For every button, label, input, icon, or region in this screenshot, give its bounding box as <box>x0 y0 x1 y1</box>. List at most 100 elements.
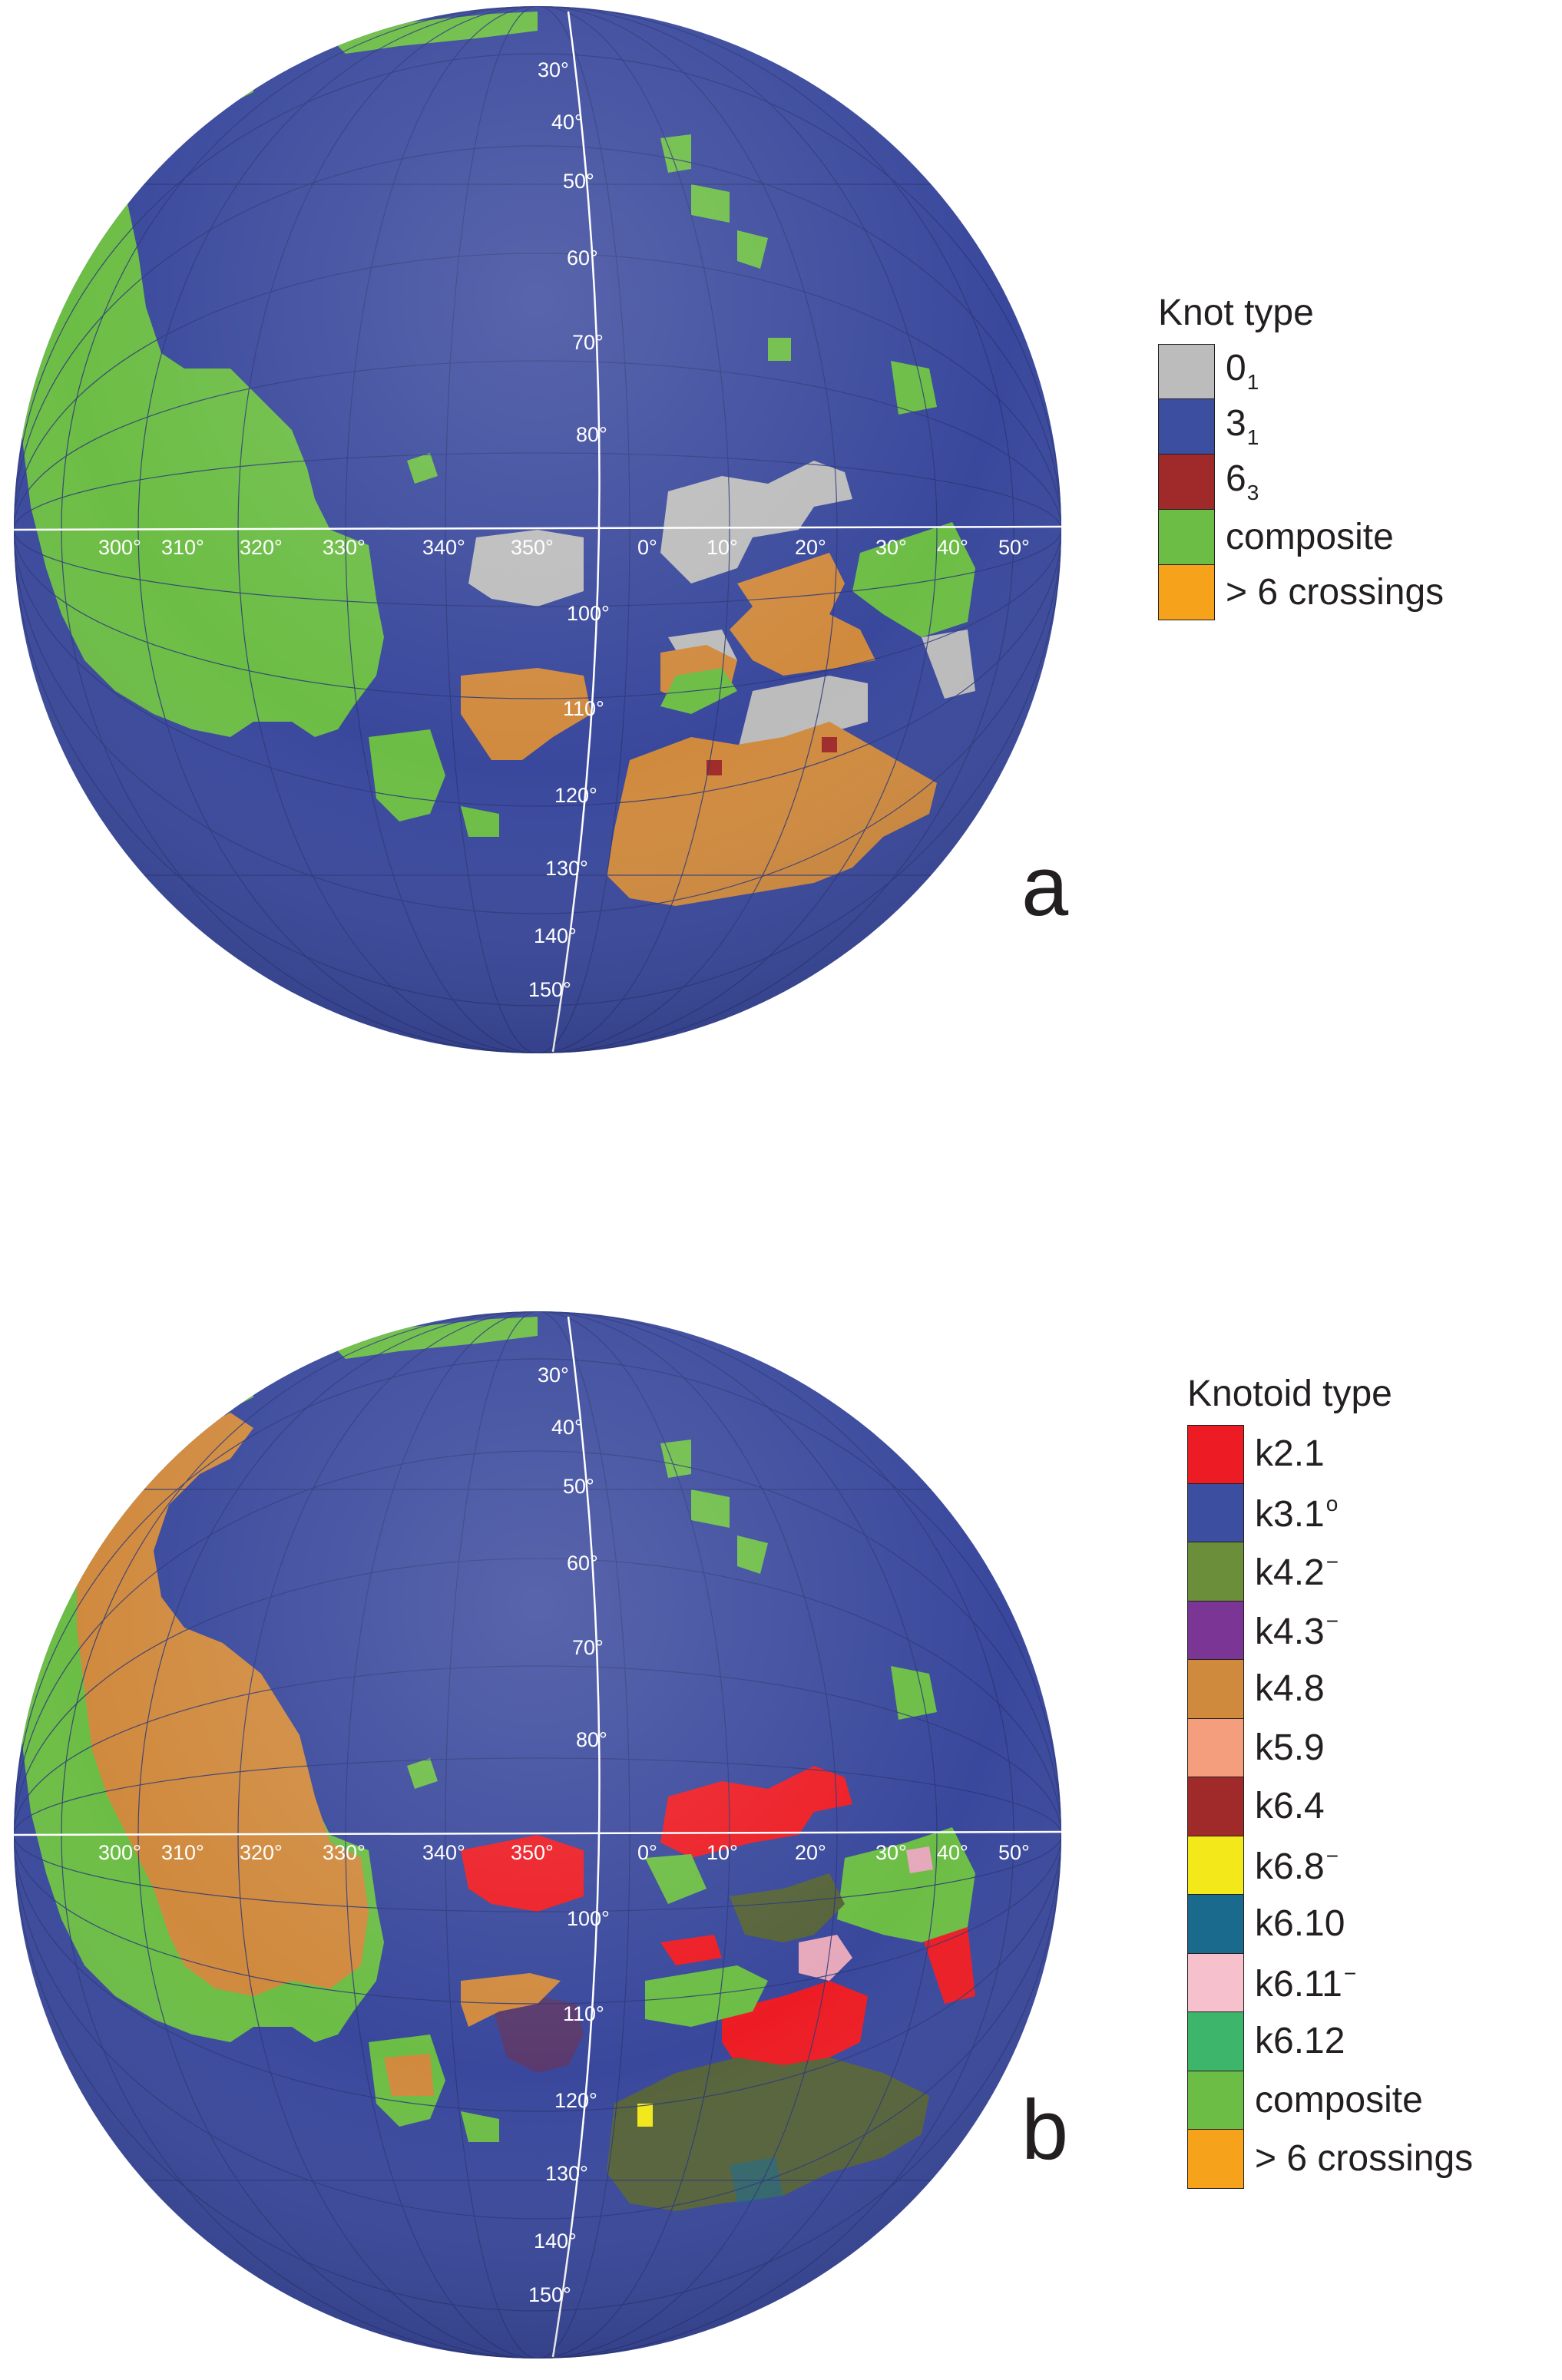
legend-swatch <box>1187 1718 1244 1777</box>
legend-label: k6.11− <box>1255 1961 1357 2005</box>
knotoid-type-globe: 30° 40° 50° 60° 70° 80° 100° 110° 120° 1… <box>0 1305 1075 2380</box>
legend-label: composite <box>1255 2079 1423 2121</box>
legend-label-superscript: − <box>1325 1843 1339 1868</box>
legend-rows: 01 31 63 composite > 6 crossings <box>1158 344 1444 620</box>
lat-label: 40° <box>551 1416 583 1439</box>
lat-label: 150° <box>528 2283 571 2306</box>
legend-label-main: k5.9 <box>1255 1727 1325 1768</box>
legend-swatch <box>1187 1836 1244 1895</box>
lon-label: 350° <box>511 1841 554 1864</box>
legend-label-main: > 6 crossings <box>1255 2138 1474 2180</box>
lon-label: 50° <box>998 536 1030 559</box>
legend-swatch <box>1187 1483 1244 1542</box>
legend-label: > 6 crossings <box>1226 574 1444 611</box>
lon-label: 330° <box>323 536 366 559</box>
legend-label: k2.1 <box>1255 1436 1325 1473</box>
legend-swatch <box>1187 2130 1244 2189</box>
legend-item: k4.8 <box>1187 1660 1473 1719</box>
legend-label-subscript: 1 <box>1246 425 1259 449</box>
lon-label: 40° <box>937 1841 968 1864</box>
lon-label: 320° <box>240 536 283 559</box>
legend-item: k4.3− <box>1187 1601 1473 1660</box>
legend-rows: k2.1 k3.1o k4.2− k4.3− k4.8 k5.9 k6.4 k6.8− k6.1… <box>1187 1425 1473 2189</box>
knot-type-legend: Knot type 01 31 63 composite > 6 crossings <box>1158 290 1444 620</box>
lat-label: 30° <box>538 58 569 81</box>
lon-label: 310° <box>161 1841 204 1864</box>
legend-swatch <box>1187 1953 1244 2012</box>
legend-label-main: k6.4 <box>1255 1786 1325 1827</box>
legend-label-main: k4.8 <box>1255 1668 1325 1710</box>
legend-label: k5.9 <box>1255 1727 1325 1768</box>
legend-item: 31 <box>1158 399 1444 455</box>
lon-label: 300° <box>98 536 141 559</box>
legend-swatch <box>1187 2012 1244 2071</box>
knotoid-type-legend: Knotoid type k2.1 k3.1o k4.2− k4.3− k4.8 k5.9… <box>1187 1371 1473 2189</box>
lat-label: 60° <box>567 246 598 269</box>
legend-label-main: 0 <box>1226 348 1246 388</box>
legend-item: k4.2− <box>1187 1542 1473 1602</box>
lon-label: 350° <box>511 536 554 559</box>
legend-swatch <box>1187 1660 1244 1719</box>
lon-label: 30° <box>875 1841 907 1864</box>
lat-label: 110° <box>563 697 604 720</box>
legend-item: 01 <box>1158 344 1444 399</box>
legend-label-superscript: − <box>1343 1961 1357 1985</box>
globe-svg: 30° 40° 50° 60° 70° 80° 100° 110° 120° 1… <box>14 1311 1061 2359</box>
lon-label: 20° <box>795 1841 826 1864</box>
legend-label-main: k6.12 <box>1255 2021 1345 2062</box>
legend-swatch <box>1158 510 1215 565</box>
globe-svg: 30° 40° 50° 60° 70° 80° 100° 110° 120° 1… <box>14 6 1061 1053</box>
lat-label: 50° <box>563 1475 594 1498</box>
lat-label: 120° <box>554 784 597 807</box>
lat-label: 140° <box>534 924 577 947</box>
legend-item: k6.12 <box>1187 2012 1473 2071</box>
legend-label-main: k4.3 <box>1255 1611 1325 1652</box>
legend-label-superscript: o <box>1325 1491 1339 1516</box>
panel-letter-b: b <box>1021 2083 1069 2177</box>
lat-label: 50° <box>563 170 594 193</box>
lon-label: 340° <box>422 1841 465 1864</box>
legend-swatch <box>1158 399 1215 455</box>
legend-label: > 6 crossings <box>1255 2140 1473 2177</box>
lat-label: 110° <box>563 2002 604 2025</box>
legend-label-subscript: 1 <box>1246 370 1259 394</box>
legend-label-main: 3 <box>1226 403 1246 444</box>
lat-label: 130° <box>545 2162 588 2185</box>
legend-swatch <box>1187 1895 1244 1954</box>
legend-item: k2.1 <box>1187 1425 1473 1484</box>
legend-swatch <box>1158 565 1215 620</box>
legend-swatch <box>1158 455 1215 510</box>
legend-label: k4.8 <box>1255 1671 1325 1707</box>
legend-item: > 6 crossings <box>1187 2130 1473 2189</box>
legend-item: composite <box>1187 2071 1473 2130</box>
legend-label: k4.2− <box>1255 1552 1339 1592</box>
lat-label: 100° <box>567 1907 610 1930</box>
legend-item: k6.8− <box>1187 1836 1473 1895</box>
lon-label: 330° <box>323 1841 366 1864</box>
lat-label: 40° <box>551 111 583 134</box>
lon-label: 340° <box>422 536 465 559</box>
legend-item: k6.10 <box>1187 1895 1473 1954</box>
lat-label: 70° <box>572 1636 604 1659</box>
lat-label: 100° <box>567 602 610 625</box>
legend-item: k3.1o <box>1187 1483 1473 1542</box>
lon-label: 0° <box>637 536 657 559</box>
legend-label: 63 <box>1226 461 1259 504</box>
legend-title: Knot type <box>1158 293 1314 333</box>
legend-swatch <box>1187 1601 1244 1660</box>
legend-label-superscript: − <box>1325 1550 1339 1575</box>
legend-item: k5.9 <box>1187 1718 1473 1777</box>
legend-label: k6.4 <box>1255 1788 1325 1825</box>
legend-swatch <box>1187 1777 1244 1836</box>
lat-label: 120° <box>554 2089 597 2112</box>
lon-label: 0° <box>637 1841 657 1864</box>
lon-label: 30° <box>875 536 907 559</box>
legend-label: composite <box>1226 519 1394 556</box>
lat-label: 60° <box>567 1552 598 1575</box>
legend-label-main: composite <box>1255 2079 1423 2121</box>
legend-label-main: k6.11 <box>1255 1963 1342 2005</box>
lat-label: 80° <box>576 423 607 446</box>
legend-label: k6.12 <box>1255 2023 1345 2060</box>
legend-label: 31 <box>1226 405 1259 448</box>
legend-label-subscript: 3 <box>1246 481 1259 504</box>
